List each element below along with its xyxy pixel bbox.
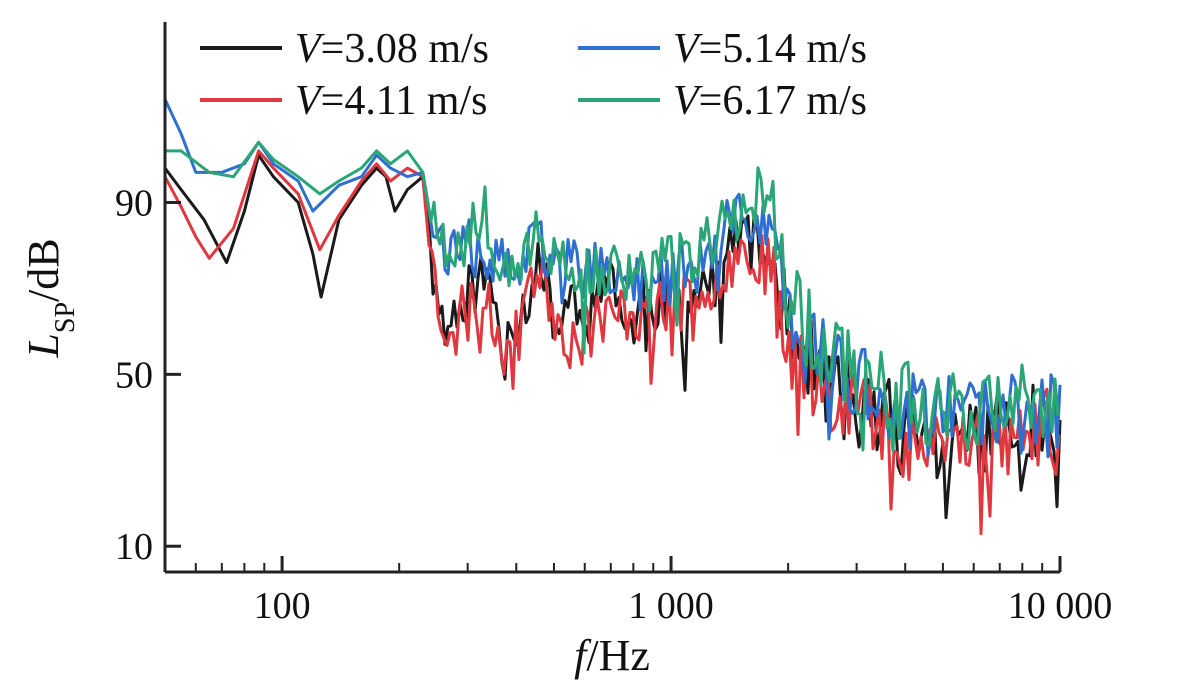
x-tick-label-2: 10 000: [1008, 585, 1113, 627]
x-tick-label-1: 1 000: [628, 585, 714, 627]
legend-label-0: V=3.08 m/s: [295, 26, 489, 72]
legend: V=3.08 m/s V=4.11 m/s V=5.14 m/s V=6.17 m/s: [200, 26, 867, 124]
x-tick-label-0: 100: [254, 585, 311, 627]
y-axis-label: LSP/dB: [19, 238, 81, 358]
y-axis-label-subscript: SP: [50, 302, 81, 333]
series-line-0: [163, 153, 1062, 520]
legend-label-2: V=5.14 m/s: [673, 26, 867, 72]
x-ticks: 100 1 000 10 000: [254, 556, 1113, 627]
y-axis-label-symbol: L: [19, 333, 68, 358]
x-axis-label-unit: /Hz: [586, 631, 650, 680]
y-tick-label-2: 90: [115, 182, 153, 224]
y-ticks: 10 50 90: [115, 182, 181, 568]
legend-label-1: V=4.11 m/s: [295, 78, 487, 124]
y-tick-label-1: 50: [115, 354, 153, 396]
series-layer: [163, 98, 1062, 536]
x-minor-ticks: [164, 563, 1044, 572]
series-line-2: [163, 98, 1062, 459]
legend-label-3: V=6.17 m/s: [673, 78, 867, 124]
y-axis-label-unit: /dB: [19, 238, 68, 302]
series-line-1: [163, 149, 1061, 536]
x-axis-label: f/Hz: [574, 631, 650, 680]
series-line-3: [165, 140, 1060, 453]
y-tick-label-0: 10: [115, 526, 153, 568]
